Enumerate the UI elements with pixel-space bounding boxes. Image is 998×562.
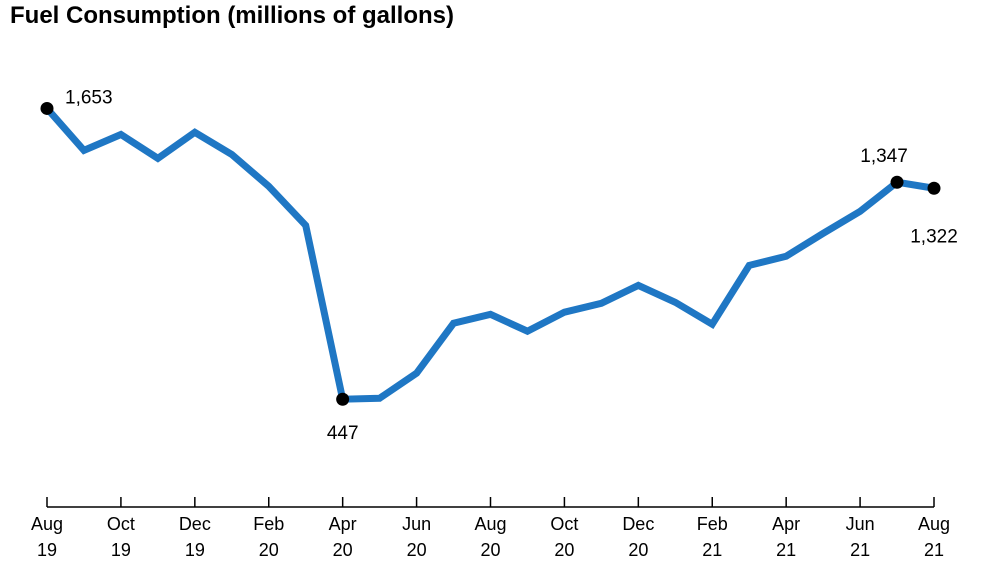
x-tick-label: Aug <box>31 514 63 534</box>
x-tick-label: 19 <box>111 540 131 560</box>
x-tick-label: 19 <box>37 540 57 560</box>
x-tick-label: Oct <box>550 514 578 534</box>
x-tick-label: Aug <box>918 514 950 534</box>
x-tick-label: 21 <box>850 540 870 560</box>
x-tick-label: Jun <box>402 514 431 534</box>
x-tick-label: 19 <box>185 540 205 560</box>
x-tick-label: 20 <box>480 540 500 560</box>
data-label: 447 <box>327 423 359 444</box>
x-tick-label: 20 <box>407 540 427 560</box>
x-tick-label: Feb <box>697 514 728 534</box>
chart-title: Fuel Consumption (millions of gallons) <box>10 2 454 29</box>
x-tick-label: Feb <box>253 514 284 534</box>
x-tick-label: 21 <box>776 540 796 560</box>
x-tick-label: Apr <box>329 514 357 534</box>
x-tick-label: Dec <box>622 514 654 534</box>
x-tick-label: 20 <box>554 540 574 560</box>
data-label: 1,653 <box>65 87 113 108</box>
x-tick-label: 21 <box>702 540 722 560</box>
data-label: 1,322 <box>910 226 958 247</box>
highlight-marker <box>927 181 941 195</box>
x-tick-label: 20 <box>333 540 353 560</box>
series-line <box>44 106 935 403</box>
x-tick-label: Oct <box>107 514 135 534</box>
highlight-marker <box>336 392 350 406</box>
x-tick-label: Dec <box>179 514 211 534</box>
x-tick-label: Jun <box>846 514 875 534</box>
x-tick-label: 21 <box>924 540 944 560</box>
x-tick-label: Apr <box>772 514 800 534</box>
x-tick-label: 20 <box>259 540 279 560</box>
x-tick-label: 20 <box>628 540 648 560</box>
data-label: 1,347 <box>860 146 908 167</box>
highlight-marker <box>890 175 904 189</box>
x-tick-label: Aug <box>474 514 506 534</box>
highlight-marker <box>40 101 54 115</box>
